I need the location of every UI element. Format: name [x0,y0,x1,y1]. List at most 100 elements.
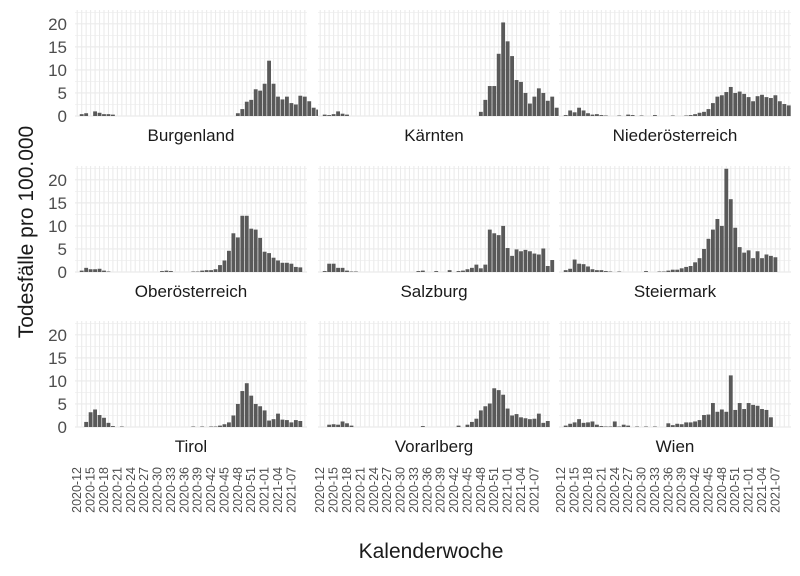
bar [746,97,751,116]
bar [213,269,218,272]
bar [420,426,425,427]
bar [773,257,778,272]
bar [599,115,604,116]
x-tick-label: 2020-21 [353,467,367,513]
y-tick-label: 10 [48,61,67,80]
x-tick-label: 2020-45 [460,467,474,513]
bar [470,267,474,272]
x-tick-label: 2020-18 [97,467,111,513]
bar [267,60,271,116]
bar [545,266,550,272]
x-tick-label: 2020-15 [568,467,582,513]
bar [483,99,488,116]
bar [280,99,285,116]
bar [289,422,294,427]
bar [340,113,345,116]
bar [684,422,689,427]
bar [724,411,729,427]
bar [777,101,782,116]
x-tick-label: 2020-18 [581,467,595,513]
bar [599,426,604,427]
bar [519,81,523,116]
bar [258,406,263,427]
bar [621,424,626,427]
bar [327,263,332,272]
bar [742,409,747,427]
bar [322,114,327,116]
bar [719,95,724,116]
x-tick-label: 2020-42 [688,467,702,513]
panel-background [318,321,550,427]
bar [102,114,106,116]
bar [523,249,528,272]
bar [97,112,102,116]
bar [728,86,733,116]
bar [532,253,537,272]
bar [97,415,102,427]
facet-panel: Salzburg [318,166,555,301]
bar [204,270,209,272]
x-tick-label: 2020-36 [661,467,675,513]
x-tick-label: 2020-30 [394,467,408,513]
bar [102,270,106,272]
bar [289,103,294,116]
x-tick-label: 2020-39 [675,467,689,513]
bar [670,269,675,272]
bar [235,113,240,116]
bar [327,115,332,116]
bar [612,421,617,427]
bar [702,415,706,427]
x-tick-label: 2020-51 [487,467,501,513]
bar [737,91,742,116]
bar [528,251,532,272]
bar [702,248,706,272]
bar [298,267,303,272]
x-tick-label: 2020-30 [635,467,649,513]
y-tick-label: 0 [58,418,67,437]
bar [653,115,657,116]
bar [702,111,706,116]
bar [505,408,510,427]
bar [760,258,764,272]
bar [724,168,729,272]
bar [253,89,258,116]
x-tick-label: 2021-07 [527,467,541,513]
bar [514,249,519,272]
bar [470,421,474,427]
bar [581,422,586,427]
bar [88,412,93,427]
y-tick-label: 15 [48,349,67,368]
bar [336,424,340,427]
bar [231,233,236,272]
bar [501,394,506,427]
bar [599,270,604,272]
bar [590,269,595,272]
facet-label: Burgenland [148,126,235,145]
bar [93,409,97,427]
facet-label: Oberösterreich [135,282,247,301]
bar [322,271,327,272]
bar [267,253,271,272]
x-tick-label: 2020-12 [554,467,568,513]
bar [586,266,590,272]
bar [626,114,631,116]
bar [528,419,532,427]
x-tick-label: 2020-24 [367,467,381,513]
bar [737,403,742,427]
bar [496,53,501,116]
bar [595,270,599,272]
bar [532,96,537,116]
bar [492,233,497,272]
bar [267,420,271,427]
bar [711,403,715,427]
bar [728,375,733,427]
bar [675,423,680,427]
x-tick-label: 2020-48 [474,467,488,513]
bar [285,420,289,427]
facet-label: Wien [656,437,695,456]
bar [492,86,497,116]
panel-background [75,166,307,272]
bar [456,425,461,427]
bar [755,96,760,116]
bar [706,414,711,427]
